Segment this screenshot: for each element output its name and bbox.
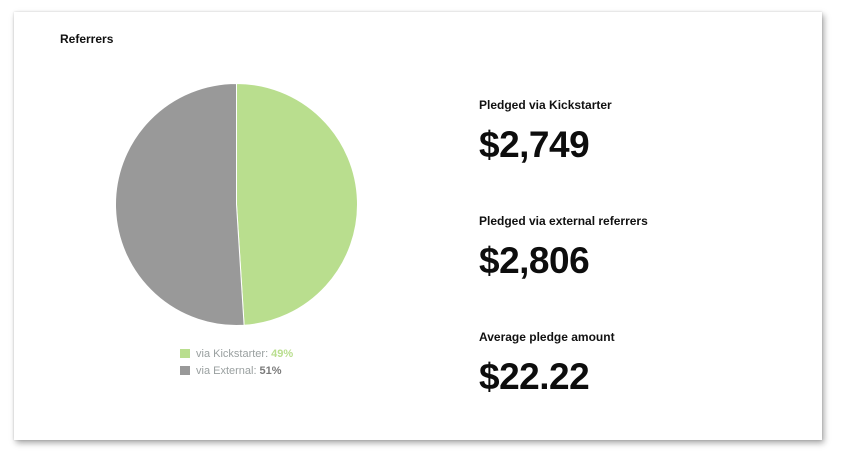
stat-label-external: Pledged via external referrers [479, 214, 648, 228]
pie-slice-via-external [114, 82, 245, 326]
stat-kickstarter: Pledged via Kickstarter $2,749 [479, 98, 612, 166]
legend-item-kickstarter: via Kickstarter: 49% [180, 345, 293, 362]
stat-external: Pledged via external referrers $2,806 [479, 214, 648, 282]
stat-value-kickstarter: $2,749 [479, 124, 590, 165]
section-title: Referrers [60, 32, 114, 46]
pie-slice-via-kickstarter [236, 82, 358, 326]
legend-swatch-external [180, 366, 190, 375]
stat-label-average: Average pledge amount [479, 330, 615, 344]
legend-label-external: via External: [196, 364, 257, 377]
stat-value-average: $22.22 [479, 356, 590, 397]
legend-label-kickstarter: via Kickstarter: [196, 347, 269, 360]
stat-average: Average pledge amount $22.22 [479, 330, 615, 398]
stat-label-kickstarter: Pledged via Kickstarter [479, 98, 612, 112]
pie-legend: via Kickstarter: 49% via External: 51% [180, 345, 293, 379]
referrers-pie-chart [114, 82, 359, 327]
legend-pct-kickstarter: 49% [271, 347, 294, 360]
legend-swatch-kickstarter [180, 349, 190, 358]
legend-item-external: via External: 51% [180, 362, 293, 379]
referrers-card: Referrers via Kickstarter: 49% via Exter… [14, 12, 822, 440]
legend-pct-external: 51% [259, 364, 282, 377]
stat-value-external: $2,806 [479, 240, 590, 281]
pie-svg [114, 82, 358, 326]
